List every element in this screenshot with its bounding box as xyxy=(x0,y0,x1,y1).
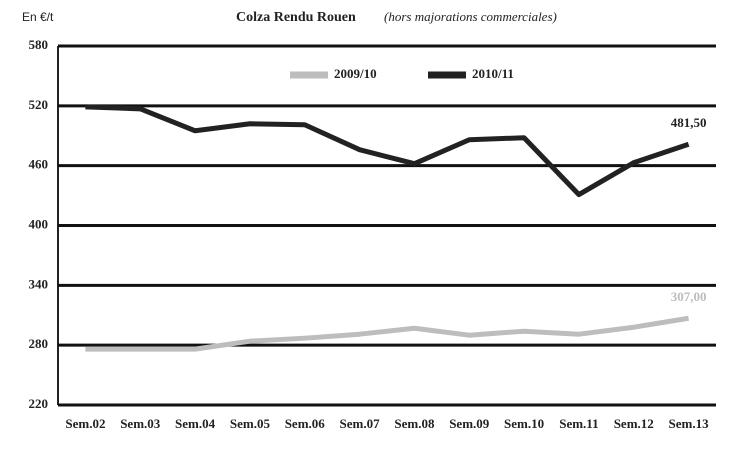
x-tick-label: Sem.12 xyxy=(614,416,654,431)
x-tick-label: Sem.10 xyxy=(504,416,544,431)
y-tick-label: 220 xyxy=(29,396,49,411)
y-tick-label: 460 xyxy=(29,157,49,172)
x-tick-label: Sem.04 xyxy=(175,416,216,431)
chart-title: Colza Rendu Rouen xyxy=(236,10,356,25)
legend-label: 2009/10 xyxy=(334,66,377,81)
legend-label: 2010/11 xyxy=(472,66,514,81)
series-line xyxy=(85,104,690,198)
y-tick-label: 520 xyxy=(29,97,49,112)
x-tick-label: Sem.05 xyxy=(230,416,271,431)
x-tick-label: Sem.08 xyxy=(394,416,435,431)
y-tick-label: 340 xyxy=(29,276,49,291)
y-tick-label: 280 xyxy=(29,336,49,351)
value-label: 307,00 xyxy=(671,289,707,304)
y-tick-label: 400 xyxy=(29,216,49,231)
x-tick-label: Sem.06 xyxy=(285,416,326,431)
chart-subtitle: (hors majorations commerciales) xyxy=(384,9,557,24)
y-axis-label: En €/t xyxy=(22,10,54,24)
x-tick-label: Sem.07 xyxy=(340,416,381,431)
series-line xyxy=(85,315,689,352)
y-tick-label: 580 xyxy=(29,37,49,52)
x-tick-label: Sem.13 xyxy=(669,416,710,431)
x-tick-label: Sem.09 xyxy=(449,416,490,431)
x-tick-label: Sem.11 xyxy=(559,416,598,431)
x-tick-label: Sem.02 xyxy=(65,416,105,431)
value-label: 481,50 xyxy=(671,115,707,130)
x-tick-label: Sem.03 xyxy=(120,416,161,431)
